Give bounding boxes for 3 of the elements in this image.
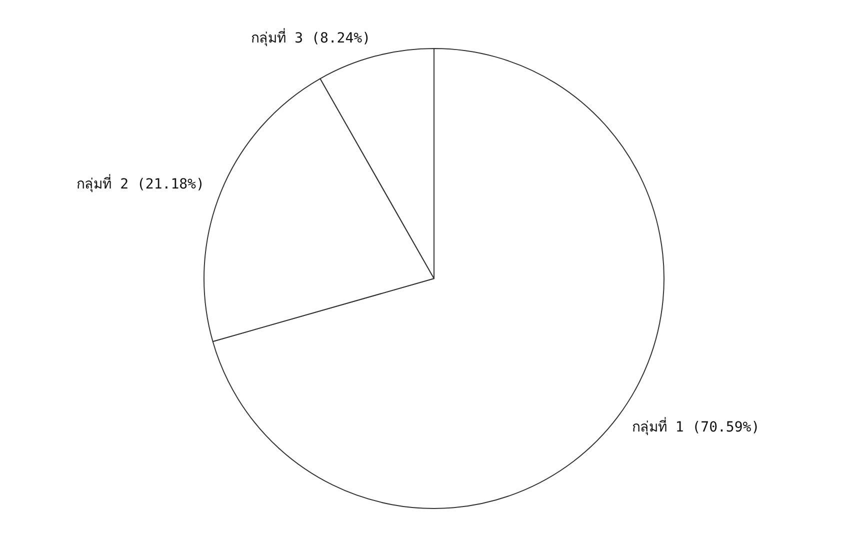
slice-label: กลุ่มที่ 3 (8.24%): [251, 28, 371, 46]
slice-label: กลุ่มที่ 2 (21.18%): [76, 174, 204, 192]
slice-label: กลุ่มที่ 1 (70.59%): [632, 418, 760, 436]
